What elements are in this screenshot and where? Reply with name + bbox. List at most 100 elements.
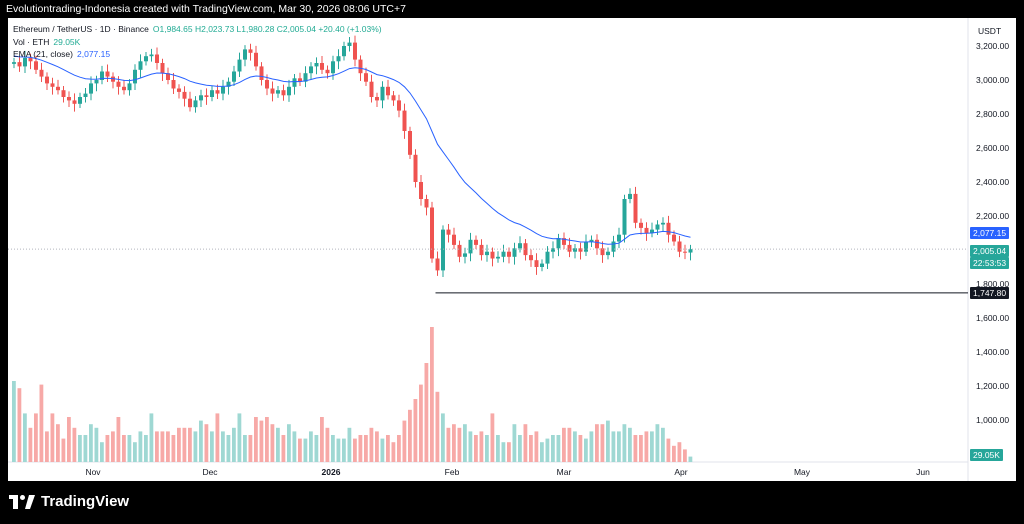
candle-body-106 [595,239,599,249]
price-tick-8: 1,600.00 [976,313,1009,323]
volume-bar-48 [276,427,280,462]
volume-bar-62 [353,438,357,462]
candle-body-89 [501,251,506,257]
volume-bar-66 [375,431,379,462]
tradingview-logo[interactable]: TradingView [9,493,129,510]
candle-body-53 [303,73,308,82]
price-tick-11: 1,000.00 [976,415,1009,425]
volume-bar-53 [303,438,308,462]
candle-body-42 [243,49,247,60]
candle-body-91 [512,248,517,257]
volume-bar-7 [50,413,55,462]
candle-body-4 [34,61,38,70]
volume-bar-76 [430,327,434,462]
price-tick-2: 2,800.00 [976,109,1009,119]
candle-body-1 [17,62,22,67]
candle-body-33 [193,100,198,108]
ema-legend-label[interactable]: EMA (21, close) [13,49,73,59]
candle-body-67 [380,86,385,101]
candle-body-6 [45,76,49,84]
candle-body-85 [479,244,484,256]
brand-name: TradingView [41,493,130,510]
volume-bar-50 [287,424,291,462]
candle-body-13 [83,93,88,97]
level-price-tag[interactable]: 1,747.80 [970,286,1010,299]
candle-body-9 [61,90,66,97]
volume-bar-29 [171,435,176,462]
volume-bar-74 [419,384,423,462]
bar-countdown-tag[interactable]: 22:53:53 [970,257,1010,270]
chart-legend: Ethereum / TetherUS · 1D · Binance O1,98… [13,23,382,61]
candle-body-12 [78,97,82,104]
volume-bar-14 [89,424,93,462]
volume-bar-111 [622,424,627,462]
candle-body-95 [534,260,539,267]
volume-bar-21 [127,435,132,462]
volume-bar-85 [479,431,484,462]
volume-bar-103 [578,435,583,462]
candle-body-2 [23,57,27,67]
volume-bar-60 [342,438,346,462]
volume-bar-121 [677,442,682,462]
volume-bar-31 [182,427,187,462]
candle-body-40 [232,71,236,82]
candle-body-35 [204,95,209,97]
ema-price-tag[interactable]: 2,077.15 [970,226,1010,239]
candle-body-121 [677,241,682,252]
volume-bar-102 [573,431,577,462]
price-tick-4: 2,400.00 [976,177,1009,187]
candle-body-115 [644,227,649,233]
candle-body-98 [551,248,555,252]
volume-bar-19 [116,417,121,462]
time-label-7: Jun [916,467,930,477]
last-price-tag[interactable]: 2,005.04 [970,245,1010,258]
candle-body-7 [50,83,55,87]
volume-legend-label[interactable]: Vol · ETH [13,36,50,47]
volume-bar-90 [507,442,511,462]
candle-body-8 [56,86,60,91]
volume-bar-122 [683,449,687,462]
candle-body-87 [490,251,495,259]
candle-body-94 [529,255,533,261]
candle-body-50 [287,86,291,96]
volume-bar-54 [309,431,313,462]
candle-body-108 [606,251,610,256]
volume-bar-83 [468,431,473,462]
volume-bar-68 [386,435,390,462]
volume-bar-8 [56,424,60,462]
volume-bar-35 [204,424,209,462]
ema-legend-value: 2,077.15 [77,49,111,59]
volume-bar-38 [221,431,225,462]
candle-body-63 [358,59,363,74]
volume-bar-13 [83,435,88,462]
volume-bar-110 [617,431,621,462]
chart-area[interactable]: Nov Dec 2026 Feb Mar Apr May Jun 3,200.00 3,000.0… [8,18,1016,481]
time-label-0: Nov [85,467,101,477]
candle-body-52 [298,78,302,82]
price-unit[interactable]: USDT [978,26,1002,36]
candle-body-30 [177,88,181,92]
candle-body-59 [336,56,341,62]
volume-bar-101 [567,427,572,462]
candle-body-26 [155,54,159,63]
candle-body-74 [419,182,423,199]
volume-bar-56 [320,417,324,462]
time-label-4: Mar [557,467,572,477]
volume-bar-104 [584,438,588,462]
volume-bar-9 [61,438,66,462]
volume-bar-39 [226,435,231,462]
volume-bar-65 [369,427,374,462]
volume-bar-96 [540,442,544,462]
candle-body-49 [281,90,286,96]
volume-scale-tag[interactable]: 29.05K [970,449,1003,461]
candle-body-16 [100,71,104,80]
symbol-title[interactable]: Ethereum / TetherUS · 1D · Binance [13,24,149,34]
candle-body-73 [413,154,418,182]
price-chart[interactable]: Nov Dec 2026 Feb Mar Apr May Jun 3,200.00 3,000.0… [8,18,1016,481]
candle-body-77 [435,258,440,271]
candle-body-46 [265,80,269,89]
candle-body-100 [562,238,566,245]
volume-bar-78 [441,413,445,462]
price-tick-5: 2,200.00 [976,211,1009,221]
volume-bar-0 [12,381,16,462]
